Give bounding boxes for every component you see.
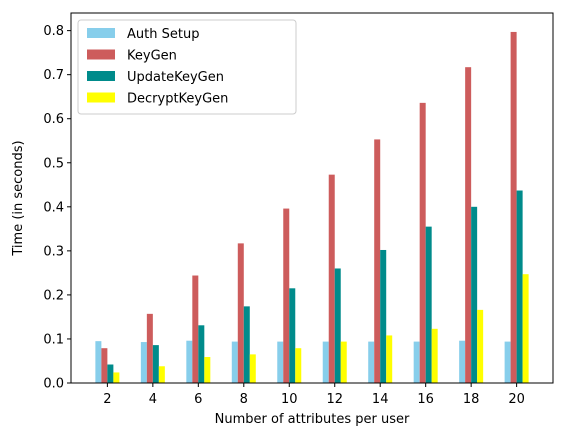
y-tick-label: 0.6 (43, 112, 64, 127)
bar-updatekeygen-16 (425, 226, 432, 383)
x-tick-label: 18 (463, 392, 480, 407)
bar-updatekeygen-20 (516, 190, 523, 383)
bar-auth-setup-14 (368, 341, 375, 383)
bar-updatekeygen-14 (380, 249, 387, 383)
bar-auth-setup-16 (413, 341, 420, 383)
y-axis: 0.0 0.1 0.2 0.3 0.4 0.5 0.6 0.7 0.8 (43, 24, 71, 392)
bar-keygen-6 (192, 275, 199, 383)
bar-decryptkeygen-4 (158, 366, 165, 383)
bar-keygen-16 (419, 102, 426, 384)
bar-auth-setup-18 (459, 340, 466, 383)
bars-layer (95, 31, 529, 384)
x-tick-label: 2 (103, 392, 111, 407)
bar-keygen-20 (510, 31, 517, 383)
legend-swatch (87, 28, 115, 38)
bar-updatekeygen-2 (107, 364, 114, 383)
bar-keygen-14 (374, 139, 381, 383)
bar-updatekeygen-18 (471, 206, 478, 383)
bar-updatekeygen-6 (198, 325, 205, 383)
legend: Auth Setup KeyGen UpdateKeyGen DecryptKeyGe… (77, 19, 297, 115)
legend-swatch (87, 49, 115, 60)
x-axis: 2 4 6 8 10 12 14 16 18 20 (103, 383, 525, 407)
y-tick-label: 0.0 (43, 377, 64, 392)
bar-decryptkeygen-10 (295, 348, 302, 383)
x-tick-label: 12 (326, 392, 343, 407)
bar-keygen-10 (283, 208, 290, 383)
y-axis-label: Time (in seconds) (11, 140, 26, 256)
x-tick-label: 20 (508, 392, 525, 407)
bar-decryptkeygen-20 (522, 274, 529, 383)
plot-frame (70, 12, 554, 384)
bar-decryptkeygen-14 (386, 335, 393, 383)
bar-auth-setup-6 (186, 340, 193, 383)
bar-keygen-4 (146, 313, 153, 383)
bar-keygen-18 (465, 67, 472, 384)
x-tick-label: 16 (417, 392, 434, 407)
y-tick-label: 0.7 (43, 68, 64, 83)
bar-auth-setup-2 (95, 341, 102, 383)
bar-updatekeygen-10 (289, 288, 296, 383)
bar-decryptkeygen-12 (340, 341, 347, 383)
legend-label: DecryptKeyGen (127, 92, 228, 107)
legend-swatch (87, 71, 115, 81)
legend-label: Auth Setup (127, 27, 199, 42)
bar-auth-setup-10 (277, 341, 284, 383)
bar-decryptkeygen-2 (113, 372, 120, 383)
bar-decryptkeygen-8 (249, 354, 256, 383)
legend-label: KeyGen (127, 49, 177, 64)
bar-updatekeygen-4 (152, 345, 159, 383)
bar-keygen-2 (101, 348, 108, 383)
bar-auth-setup-8 (231, 341, 238, 383)
bar-updatekeygen-12 (334, 268, 341, 383)
bar-decryptkeygen-18 (477, 309, 484, 383)
legend-label: UpdateKeyGen (127, 70, 224, 85)
bar-keygen-12 (328, 174, 335, 383)
bar-decryptkeygen-16 (431, 328, 438, 383)
bar-keygen-8 (237, 243, 244, 383)
x-tick-label: 8 (240, 392, 248, 407)
y-tick-label: 0.3 (43, 244, 64, 259)
y-tick-label: 0.2 (43, 288, 64, 303)
y-tick-label: 0.8 (43, 24, 64, 39)
bar-auth-setup-12 (322, 341, 329, 383)
x-axis-label: Number of attributes per user (215, 412, 410, 427)
bar-auth-setup-20 (504, 341, 511, 383)
bar-updatekeygen-8 (243, 306, 250, 383)
legend-swatch (87, 92, 115, 103)
bar-decryptkeygen-6 (204, 357, 211, 383)
y-tick-label: 0.1 (43, 332, 64, 347)
y-tick-label: 0.4 (43, 200, 64, 215)
x-tick-label: 4 (149, 392, 157, 407)
legend-box (77, 19, 297, 115)
y-tick-label: 0.5 (43, 156, 64, 171)
x-tick-label: 10 (281, 392, 298, 407)
bar-auth-setup-4 (140, 342, 147, 383)
x-tick-label: 6 (194, 392, 202, 407)
x-tick-label: 14 (372, 392, 389, 407)
